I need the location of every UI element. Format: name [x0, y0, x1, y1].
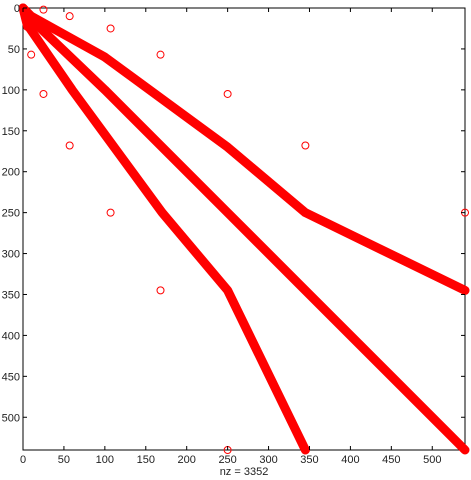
data-point-4 [39, 5, 48, 14]
dense-bands [18, 3, 470, 455]
y-tick-label: 250 [2, 208, 20, 220]
data-point-1 [20, 5, 29, 14]
y-tick-label: 400 [2, 330, 20, 342]
y-tick-label: 500 [2, 412, 20, 424]
y-tick-label: 300 [2, 249, 20, 261]
y-tick-label: 0 [14, 3, 20, 15]
y-tick-label: 50 [8, 44, 20, 56]
x-tick-label: 200 [178, 454, 196, 466]
y-axis-ticks: 0 50 100 150 200 250 300 350 400 450 500 [2, 3, 465, 424]
data-point-12 [65, 141, 74, 150]
x-axis-ticks: 0 50 100 150 200 250 300 350 400 450 500 [20, 8, 441, 466]
band-3 [18, 3, 310, 455]
x-axis-label: nz = 3352 [220, 466, 269, 478]
x-tick-label: 400 [341, 454, 359, 466]
y-tick-label: 450 [2, 371, 20, 383]
data-point-8 [223, 89, 232, 98]
data-point-3 [27, 50, 36, 59]
data-point-6 [106, 24, 115, 33]
x-tick-label: 100 [96, 454, 114, 466]
scattered-points [20, 5, 469, 454]
x-tick-label: 450 [382, 454, 400, 466]
y-tick-label: 150 [2, 126, 20, 138]
x-tick-label: 500 [423, 454, 441, 466]
data-point-13 [39, 89, 48, 98]
data-point-2 [23, 22, 32, 31]
x-tick-label: 0 [20, 454, 26, 466]
x-tick-label: 300 [259, 454, 277, 466]
data-point-7 [156, 50, 165, 59]
data-point-14 [156, 286, 165, 295]
x-tick-label: 50 [58, 454, 70, 466]
data-point-5 [65, 12, 74, 21]
data-point-9 [301, 141, 310, 150]
x-tick-label: 150 [137, 454, 155, 466]
x-tick-label: 250 [218, 454, 236, 466]
y-tick-label: 200 [2, 167, 20, 179]
y-tick-label: 100 [2, 85, 20, 97]
data-point-11 [106, 208, 115, 217]
x-tick-label: 350 [300, 454, 318, 466]
y-tick-label: 350 [2, 289, 20, 301]
